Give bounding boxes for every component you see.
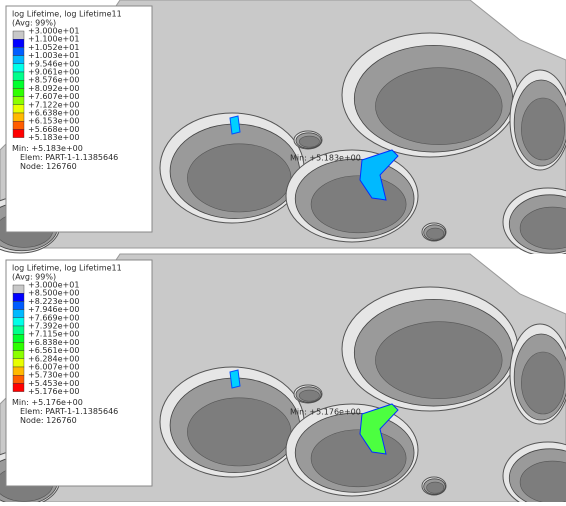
legend-swatch bbox=[12, 63, 25, 73]
legend-swatch bbox=[12, 342, 25, 351]
legend-swatch bbox=[12, 350, 25, 359]
legend-min: Min: +5.176e+00 bbox=[12, 398, 83, 407]
legend-node: Node: 126760 bbox=[20, 162, 77, 171]
legend-swatch bbox=[12, 358, 25, 368]
legend-swatch bbox=[12, 47, 25, 56]
legend-level: +1.100e+01 bbox=[28, 35, 79, 44]
hole-floor bbox=[426, 227, 445, 240]
hole-floor bbox=[310, 429, 407, 488]
panel: Min: +5.176e+00 log Lifetime, log Lifetim… bbox=[0, 253, 566, 506]
legend-swatch bbox=[12, 104, 25, 114]
legend-level: +7.946e+00 bbox=[28, 305, 79, 314]
crack-tip bbox=[229, 115, 241, 135]
legend-title: log Lifetime, log Lifetime11 bbox=[12, 10, 122, 19]
legend-level: +8.092e+00 bbox=[28, 84, 79, 93]
legend-level: +7.669e+00 bbox=[28, 313, 79, 322]
legend-swatch bbox=[12, 30, 25, 40]
legend-swatch bbox=[12, 284, 25, 294]
legend-level: +3.000e+01 bbox=[28, 27, 79, 36]
legend-level: +1.052e+01 bbox=[28, 43, 79, 52]
legend-level: +8.223e+00 bbox=[28, 297, 79, 306]
hole-floor bbox=[375, 321, 503, 399]
legend-level: +6.153e+00 bbox=[28, 117, 79, 126]
legend-average: (Avg: 99%) bbox=[12, 273, 56, 282]
legend-swatch bbox=[12, 383, 25, 392]
legend-swatch bbox=[12, 366, 25, 376]
legend-swatch bbox=[12, 88, 25, 97]
hole-floor bbox=[426, 481, 445, 494]
hole-floor bbox=[519, 206, 566, 250]
hole-floor bbox=[375, 67, 503, 145]
hole-floor bbox=[187, 397, 292, 467]
legend-title: log Lifetime, log Lifetime11 bbox=[12, 264, 122, 273]
legend-level: +6.638e+00 bbox=[28, 109, 79, 118]
hole-floor bbox=[310, 175, 407, 234]
legend-swatch bbox=[12, 112, 25, 122]
legend-level: +8.576e+00 bbox=[28, 76, 79, 85]
legend-level: +1.003e+01 bbox=[28, 51, 79, 60]
legend-swatch bbox=[12, 333, 25, 343]
legend-average: (Avg: 99%) bbox=[12, 19, 56, 28]
legend-box bbox=[5, 259, 153, 487]
hole-floor bbox=[521, 97, 565, 161]
legend-box bbox=[5, 5, 153, 233]
legend-swatch bbox=[12, 79, 25, 89]
legend-level: +5.730e+00 bbox=[28, 371, 79, 380]
legend-swatch bbox=[12, 293, 25, 302]
legend-swatch bbox=[12, 120, 25, 130]
legend-level: +7.115e+00 bbox=[28, 330, 79, 339]
crack-zone bbox=[359, 403, 399, 455]
legend-swatch bbox=[12, 129, 25, 138]
legend-swatch bbox=[12, 301, 25, 310]
min-annotation: Min: +5.176e+00 bbox=[290, 408, 361, 417]
legend-level: +3.000e+01 bbox=[28, 281, 79, 290]
legend-swatch bbox=[12, 325, 25, 335]
min-annotation: Min: +5.183e+00 bbox=[290, 154, 361, 163]
legend-level: +6.561e+00 bbox=[28, 346, 79, 355]
legend-level: +6.284e+00 bbox=[28, 354, 79, 363]
legend-swatch bbox=[12, 317, 25, 327]
legend-level: +5.453e+00 bbox=[28, 379, 79, 388]
crack-tip bbox=[229, 369, 241, 389]
legend-swatch bbox=[12, 96, 25, 105]
legend-level: +6.838e+00 bbox=[28, 338, 79, 347]
legend-level: +8.500e+00 bbox=[28, 289, 79, 298]
legend-level: +5.176e+00 bbox=[28, 387, 79, 396]
legend-level: +7.392e+00 bbox=[28, 322, 79, 331]
legend-min: Min: +5.183e+00 bbox=[12, 144, 83, 153]
legend-level: +9.061e+00 bbox=[28, 68, 79, 77]
legend-swatch bbox=[12, 39, 25, 48]
legend-swatch bbox=[12, 309, 25, 318]
legend-level: +9.546e+00 bbox=[28, 59, 79, 68]
legend-swatch bbox=[12, 71, 25, 81]
legend-elem: Elem: PART-1-1.1385646 bbox=[20, 153, 118, 162]
legend-level: +7.122e+00 bbox=[28, 100, 79, 109]
legend-level: +5.668e+00 bbox=[28, 125, 79, 134]
crack-zone bbox=[359, 149, 399, 201]
hole-floor bbox=[187, 143, 292, 213]
legend-node: Node: 126760 bbox=[20, 416, 77, 425]
legend-elem: Elem: PART-1-1.1385646 bbox=[20, 407, 118, 416]
legend-level: +5.183e+00 bbox=[28, 133, 79, 142]
hole-floor bbox=[299, 135, 320, 148]
legend-level: +6.007e+00 bbox=[28, 363, 79, 372]
hole-floor bbox=[521, 351, 565, 415]
hole-floor bbox=[299, 389, 320, 402]
legend-level: +7.607e+00 bbox=[28, 92, 79, 101]
legend-swatch bbox=[12, 55, 25, 64]
legend-swatch bbox=[12, 374, 25, 384]
panel: Min: +5.183e+00 log Lifetime, log Lifetim… bbox=[0, 0, 566, 257]
